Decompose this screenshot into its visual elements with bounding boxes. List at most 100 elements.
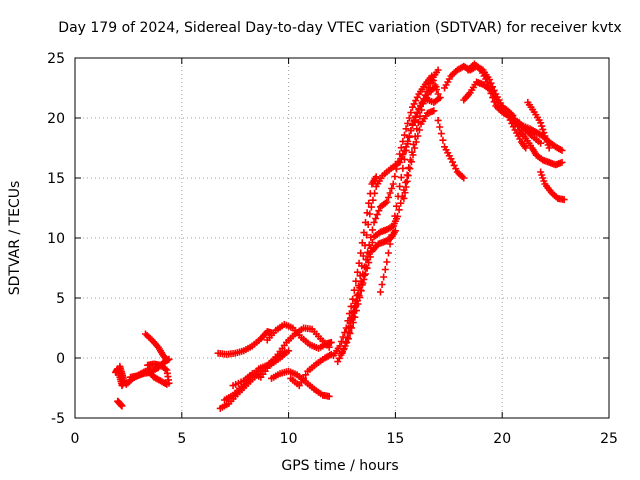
data-point: [368, 226, 376, 234]
data-point: [399, 164, 407, 172]
series-arc-14: [329, 173, 380, 360]
data-point: [341, 342, 349, 350]
data-point: [381, 266, 389, 273]
series-arc-26: [524, 98, 553, 152]
data-point: [376, 288, 384, 296]
chart-title: Day 179 of 2024, Sidereal Day-to-day VTE…: [58, 20, 621, 36]
series-arc-12: [268, 367, 333, 400]
y-tick-label: 15: [47, 171, 65, 187]
data-point: [431, 81, 439, 89]
data-point: [391, 227, 399, 235]
data-point: [344, 335, 352, 343]
series-arc-20: [400, 107, 438, 202]
data-point: [366, 253, 374, 261]
data-point: [391, 173, 399, 180]
series-arc-2: [114, 397, 126, 410]
data-point: [407, 109, 415, 117]
data-series: [112, 60, 568, 412]
data-point: [365, 241, 373, 249]
data-point: [373, 211, 381, 219]
data-point: [397, 173, 405, 181]
data-point: [118, 402, 126, 410]
data-point: [558, 146, 566, 154]
data-point: [436, 94, 444, 102]
data-point: [439, 136, 447, 144]
data-point: [386, 189, 394, 197]
data-point: [380, 273, 388, 281]
data-point: [354, 290, 362, 298]
data-point: [403, 177, 411, 185]
data-point: [364, 221, 372, 228]
data-point: [327, 338, 335, 346]
data-point: [407, 158, 415, 166]
data-point: [357, 286, 365, 294]
data-point: [346, 319, 354, 327]
data-point: [436, 123, 444, 131]
data-point: [392, 165, 400, 173]
data-point: [325, 392, 333, 400]
data-point: [338, 349, 346, 357]
data-point: [400, 155, 408, 163]
axis-ticks: 0 5 10 15 20 25 -5 0 5 10 15 20 25: [47, 51, 618, 447]
y-tick-label: 10: [47, 231, 65, 247]
data-point: [402, 146, 410, 154]
data-point: [560, 196, 568, 204]
x-tick-label: 0: [71, 431, 80, 447]
data-point: [412, 138, 420, 146]
data-point: [349, 295, 357, 303]
data-point: [412, 112, 420, 120]
y-tick-label: 0: [56, 351, 65, 367]
y-tick-label: 25: [47, 51, 65, 67]
data-point: [397, 199, 405, 207]
data-point: [394, 158, 402, 165]
data-point: [411, 144, 419, 152]
data-point: [370, 218, 378, 226]
data-point: [384, 194, 392, 201]
data-point: [302, 371, 310, 379]
data-point: [350, 307, 358, 315]
data-point: [297, 378, 305, 386]
series-arc-25: [498, 108, 566, 154]
x-axis-label: GPS time / hours: [281, 458, 398, 474]
series-arc-7: [214, 328, 276, 358]
data-point: [397, 144, 405, 152]
data-point: [116, 362, 124, 370]
data-point: [386, 240, 394, 248]
data-point: [537, 119, 545, 127]
data-point: [375, 207, 383, 215]
data-point: [353, 268, 361, 276]
data-point: [361, 270, 369, 278]
data-point: [295, 382, 303, 390]
data-point: [340, 346, 348, 354]
data-point: [162, 355, 170, 363]
data-point: [460, 174, 468, 182]
y-tick-label: -5: [51, 411, 65, 427]
data-point: [399, 137, 407, 145]
data-point: [337, 338, 345, 345]
data-point: [537, 139, 545, 147]
data-point: [366, 210, 374, 218]
data-point: [363, 264, 371, 272]
series-arc-27: [537, 168, 568, 204]
data-point: [521, 143, 529, 150]
data-point: [401, 189, 409, 197]
data-point: [404, 172, 412, 180]
data-point: [434, 66, 442, 74]
data-point: [409, 151, 417, 159]
data-point: [378, 281, 386, 288]
data-point: [405, 133, 413, 141]
data-point: [372, 173, 380, 181]
data-point: [408, 120, 416, 128]
x-tick-label: 5: [177, 431, 186, 447]
data-point: [367, 203, 375, 211]
series-arc-5: [141, 330, 171, 364]
data-point: [355, 292, 363, 300]
data-point: [383, 198, 391, 206]
data-point: [428, 72, 436, 80]
y-tick-label: 5: [56, 291, 65, 307]
x-tick-label: 20: [493, 431, 511, 447]
data-point: [429, 77, 437, 84]
data-point: [365, 259, 373, 267]
data-point: [414, 132, 422, 140]
